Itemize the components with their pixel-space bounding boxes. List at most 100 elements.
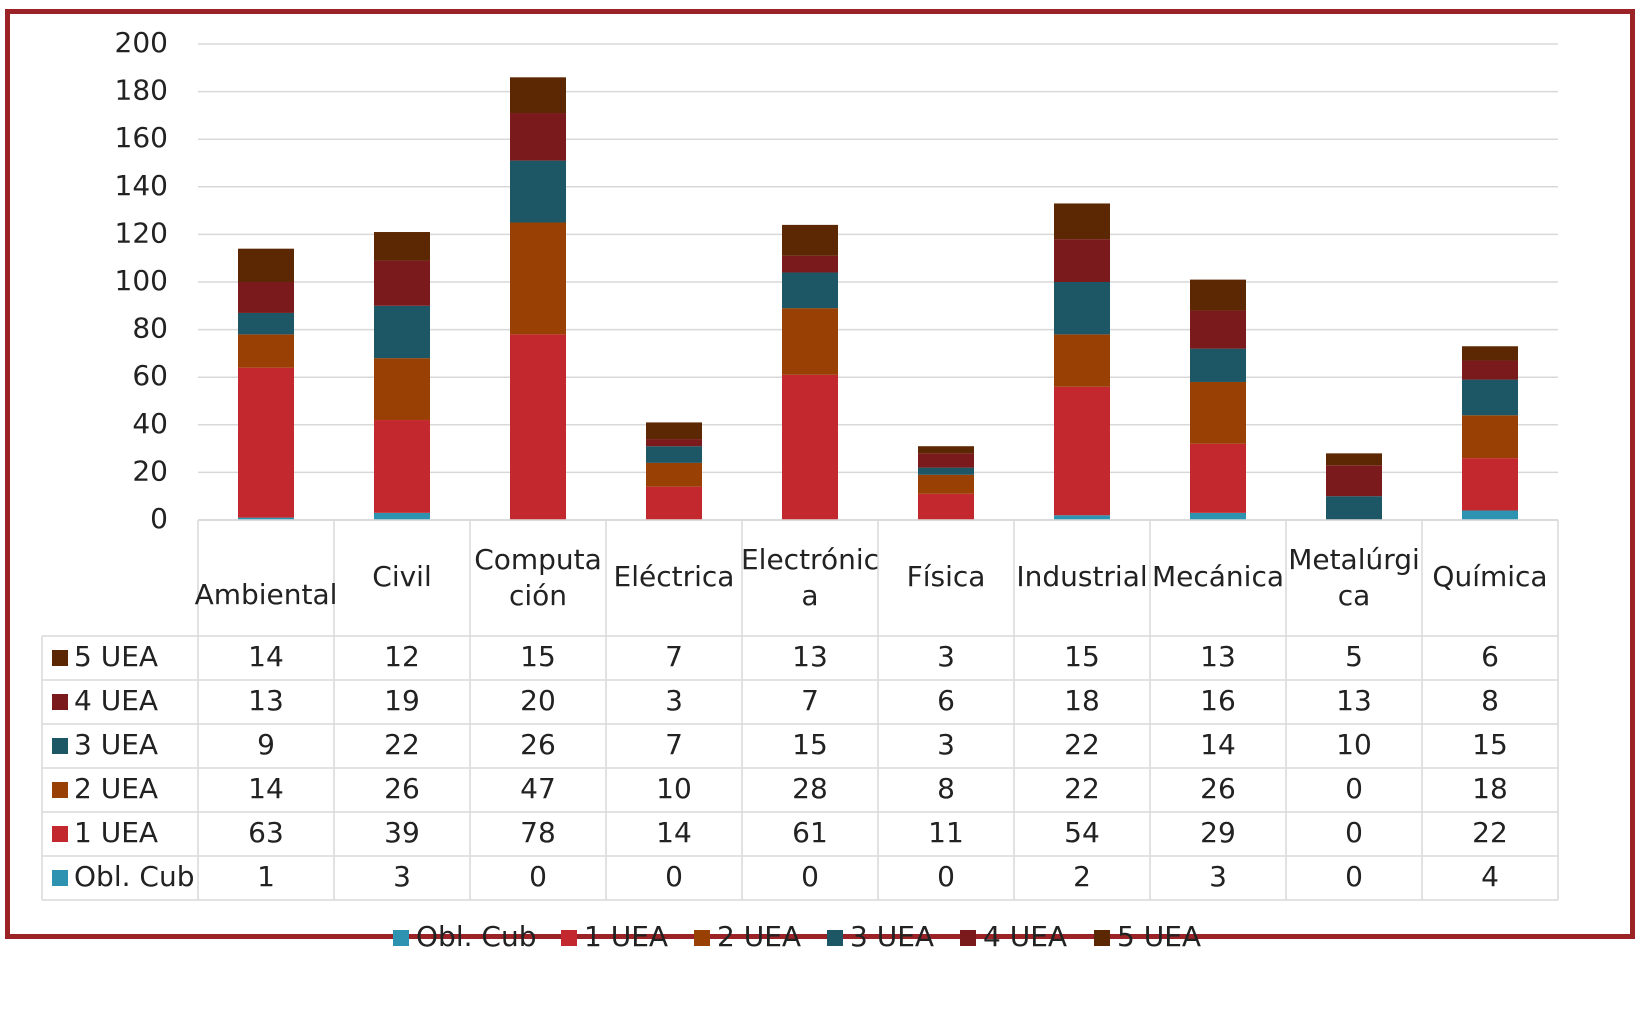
table-value: 14	[248, 772, 284, 805]
chart-frame	[5, 9, 1635, 939]
bar-segment	[646, 486, 702, 520]
table-value: 12	[384, 640, 420, 673]
legend-swatch	[393, 930, 409, 946]
bar-segment	[374, 232, 430, 261]
legend-key	[52, 870, 68, 886]
table-series-label: 1 UEA	[74, 816, 158, 849]
table-value: 13	[1200, 640, 1236, 673]
bar-segment	[1326, 496, 1382, 520]
bar-segment	[646, 446, 702, 463]
table-value: 0	[801, 860, 819, 893]
table-value: 61	[792, 816, 828, 849]
table-value: 63	[248, 816, 284, 849]
table-value: 2	[1073, 860, 1091, 893]
bar-segment	[1190, 381, 1246, 444]
y-tick-label: 180	[115, 74, 168, 107]
legend-swatch	[694, 930, 710, 946]
y-tick-label: 200	[115, 26, 168, 59]
table-value: 13	[248, 684, 284, 717]
bar-segment	[646, 462, 702, 487]
category-label: Mecánica	[1152, 560, 1284, 593]
bar-segment	[1054, 282, 1110, 335]
y-tick-label: 0	[150, 502, 168, 535]
bar-segment	[1462, 415, 1518, 459]
table-value: 13	[792, 640, 828, 673]
legend-swatch	[827, 930, 843, 946]
table-value: 14	[1200, 728, 1236, 761]
bar-segment	[782, 308, 838, 375]
bar-segment	[918, 446, 974, 454]
legend-key	[52, 782, 68, 798]
bar-segment	[1462, 379, 1518, 416]
table-value: 47	[520, 772, 556, 805]
table-value: 20	[520, 684, 556, 717]
bar-segment	[918, 453, 974, 468]
legend-label: 4 UEA	[983, 920, 1067, 953]
table-series-label: Obl. Cub	[74, 860, 194, 893]
bar-segment	[1054, 334, 1110, 387]
legend-label: 2 UEA	[717, 920, 801, 953]
table-series-label: 5 UEA	[74, 640, 158, 673]
table-value: 15	[1472, 728, 1508, 761]
table-value: 18	[1472, 772, 1508, 805]
table-value: 1	[257, 860, 275, 893]
table-value: 4	[1481, 860, 1499, 893]
bar-segment	[782, 255, 838, 273]
table-value: 0	[529, 860, 547, 893]
legend-swatch	[960, 930, 976, 946]
legend-swatch	[561, 930, 577, 946]
bar-segment	[646, 439, 702, 447]
y-tick-label: 40	[132, 407, 168, 440]
bar-segment	[510, 222, 566, 335]
category-label: ca	[1338, 579, 1371, 612]
bar-segment	[1462, 346, 1518, 361]
table-value: 7	[665, 640, 683, 673]
table-value: 78	[520, 816, 556, 849]
bar-segment	[1190, 348, 1246, 382]
table-value: 7	[665, 728, 683, 761]
bar-segment	[1054, 203, 1110, 240]
category-label: Eléctrica	[614, 560, 735, 593]
bar-segment	[918, 474, 974, 494]
table-series-label: 2 UEA	[74, 772, 158, 805]
table-value: 22	[1064, 772, 1100, 805]
category-label: Ambiental	[195, 578, 338, 611]
bar-segment	[238, 367, 294, 518]
table-series-label: 3 UEA	[74, 728, 158, 761]
table-value: 0	[1345, 860, 1363, 893]
category-label: Electrónic	[741, 543, 879, 576]
legend-label: Obl. Cub	[416, 920, 536, 953]
table-value: 54	[1064, 816, 1100, 849]
table-value: 6	[937, 684, 955, 717]
bar-segment	[1054, 515, 1110, 520]
bar-segment	[238, 282, 294, 313]
table-value: 26	[1200, 772, 1236, 805]
table-value: 14	[656, 816, 692, 849]
table-value: 22	[1064, 728, 1100, 761]
y-tick-label: 60	[132, 359, 168, 392]
category-label: a	[801, 579, 818, 612]
legend-label: 3 UEA	[850, 920, 934, 953]
bar-segment	[238, 248, 294, 282]
table-value: 26	[384, 772, 420, 805]
bar-segment	[1462, 360, 1518, 380]
category-label: Civil	[372, 560, 431, 593]
bar-segment	[1054, 239, 1110, 282]
bar-segment	[510, 160, 566, 223]
table-value: 29	[1200, 816, 1236, 849]
table-value: 6	[1481, 640, 1499, 673]
bar-segment	[782, 272, 838, 309]
y-tick-label: 120	[115, 216, 168, 249]
bar-segment	[374, 305, 430, 359]
y-tick-label: 160	[115, 121, 168, 154]
table-value: 0	[1345, 816, 1363, 849]
table-value: 11	[928, 816, 964, 849]
bar-segment	[1190, 310, 1246, 349]
bar-segment	[510, 113, 566, 161]
table-value: 5	[1345, 640, 1363, 673]
table-value: 7	[801, 684, 819, 717]
category-label: Computa	[474, 543, 602, 576]
bar-segment	[374, 260, 430, 306]
bar-segment	[510, 334, 566, 520]
